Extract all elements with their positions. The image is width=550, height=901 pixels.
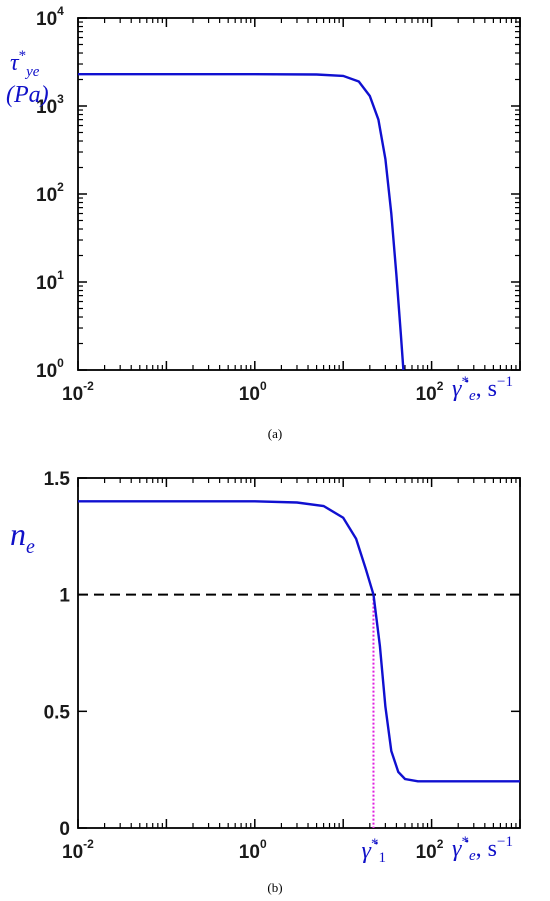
y-tick-label: 0 [59, 819, 70, 840]
panel-b-caption: (b) [267, 880, 282, 895]
panel-b-xlabel: γ̇*e, s−1 [452, 834, 513, 864]
panel-b-ylabel-sub: e [26, 536, 35, 558]
panel-b-ylabel: ne [10, 516, 35, 558]
panel-b-series-line [78, 500, 520, 783]
panel-a-minor-ticks [78, 18, 520, 370]
y-tick-label: 101 [36, 268, 64, 294]
panel-b-plot-area [77, 477, 521, 829]
panel-a-xlabel-units: , s [476, 376, 497, 402]
x-tick-label: 100 [239, 379, 267, 405]
panel-a-series-line [78, 73, 405, 371]
y-tick-label: 0.5 [44, 702, 71, 723]
panel-b-xlabel-sup: * [461, 834, 469, 850]
x-tick-label: 10-2 [62, 379, 94, 405]
y-tick-label: 1 [59, 586, 70, 607]
y-tick-label: 100 [36, 356, 64, 382]
panel-b-xlabel-units: , s [476, 836, 497, 862]
panel-b-marker-sub: 1 [378, 850, 386, 866]
panel-a-plot-area [77, 17, 521, 371]
panel-b-xlabel-sub: e [469, 848, 476, 864]
panel-b-xlabel-exp: −1 [497, 834, 513, 850]
x-tick-label: 10-2 [62, 837, 94, 863]
panel-b-ylabel-symbol: n [10, 516, 26, 552]
panel-a-xlabel-sub: e [469, 388, 476, 404]
panel-a-caption: (a) [268, 426, 282, 441]
panel-b-ticks: 10-2 100 102 0 0.5 1 1.5 [44, 469, 521, 863]
y-tick-label: 1.5 [44, 469, 71, 490]
panel-b-minor-ticks [104, 478, 517, 828]
panel-a-ylabel: τ*ye [10, 48, 40, 80]
panel-a-ylabel-units: (Pa) [6, 82, 49, 108]
y-tick-label: 104 [36, 4, 64, 30]
y-tick-label: 103 [36, 92, 64, 118]
panel-a-xlabel-sup: * [461, 374, 469, 390]
x-tick-label: 100 [239, 837, 267, 863]
panel-a-ylabel-symbol: τ [10, 50, 20, 76]
panel-a-xlabel: γ̇*e, s−1 [452, 374, 513, 404]
x-tick-label: 102 [416, 379, 444, 405]
y-tick-label: 102 [36, 180, 64, 206]
panel-a-ylabel-sup: * [19, 48, 27, 64]
panel-b-marker-sup: * [371, 836, 379, 852]
panel-a-xlabel-exp: −1 [497, 374, 513, 390]
x-tick-label: 102 [416, 837, 444, 863]
panel-a-ylabel-sub: ye [24, 64, 40, 80]
panel-b-marker-label: γ̇*1 [361, 836, 385, 866]
